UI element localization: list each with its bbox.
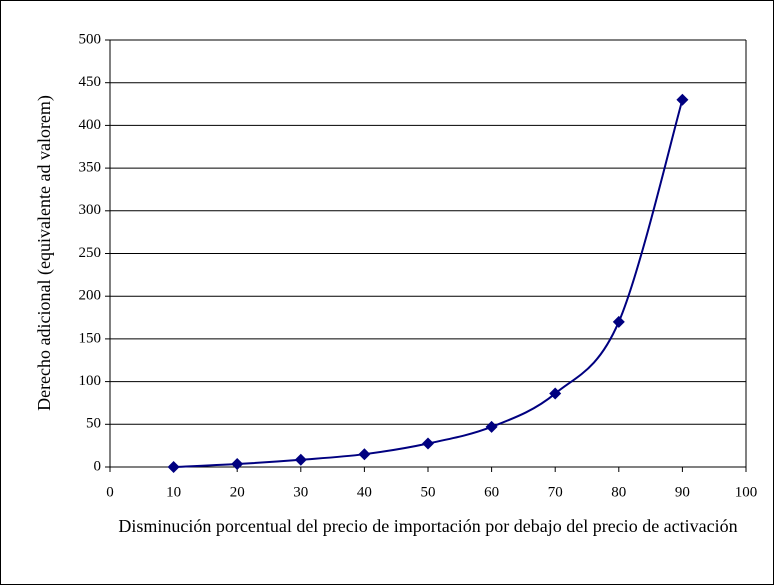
y-tick-label: 350	[79, 160, 102, 176]
x-tick-label: 10	[166, 484, 181, 500]
x-tick-label: 30	[293, 484, 308, 500]
y-tick-label: 300	[79, 202, 102, 218]
y-tick-label: 500	[79, 31, 102, 47]
x-tick-label: 90	[675, 484, 690, 500]
y-tick-label: 250	[79, 245, 102, 261]
y-tick-label: 400	[79, 117, 102, 133]
y-tick-label: 50	[86, 416, 101, 432]
x-tick-label: 50	[421, 484, 436, 500]
x-tick-label: 20	[230, 484, 245, 500]
marker	[231, 458, 244, 471]
x-tick-label: 80	[611, 484, 626, 500]
marker	[358, 448, 371, 461]
marker	[167, 461, 180, 473]
marker	[422, 437, 434, 450]
x-tick-label: 100	[735, 484, 758, 500]
y-tick-label: 0	[94, 458, 102, 474]
y-tick-label: 450	[79, 74, 102, 90]
marker	[485, 420, 498, 433]
y-tick-label: 100	[79, 373, 102, 389]
marker	[676, 93, 689, 106]
x-tick-label: 0	[106, 484, 114, 500]
y-axis-label: Derecho adicional (equivalente ad valore…	[34, 95, 55, 411]
series-line	[173, 99, 684, 468]
marker	[612, 315, 625, 328]
marker	[294, 453, 307, 466]
marker	[549, 387, 562, 400]
x-tick-label: 70	[548, 484, 563, 500]
x-tick-label: 60	[484, 484, 499, 500]
x-axis-label: Disminución porcentual del precio de imp…	[118, 516, 738, 536]
y-tick-label: 200	[79, 288, 102, 304]
x-tick-label: 40	[357, 484, 372, 500]
y-tick-label: 150	[79, 330, 102, 346]
